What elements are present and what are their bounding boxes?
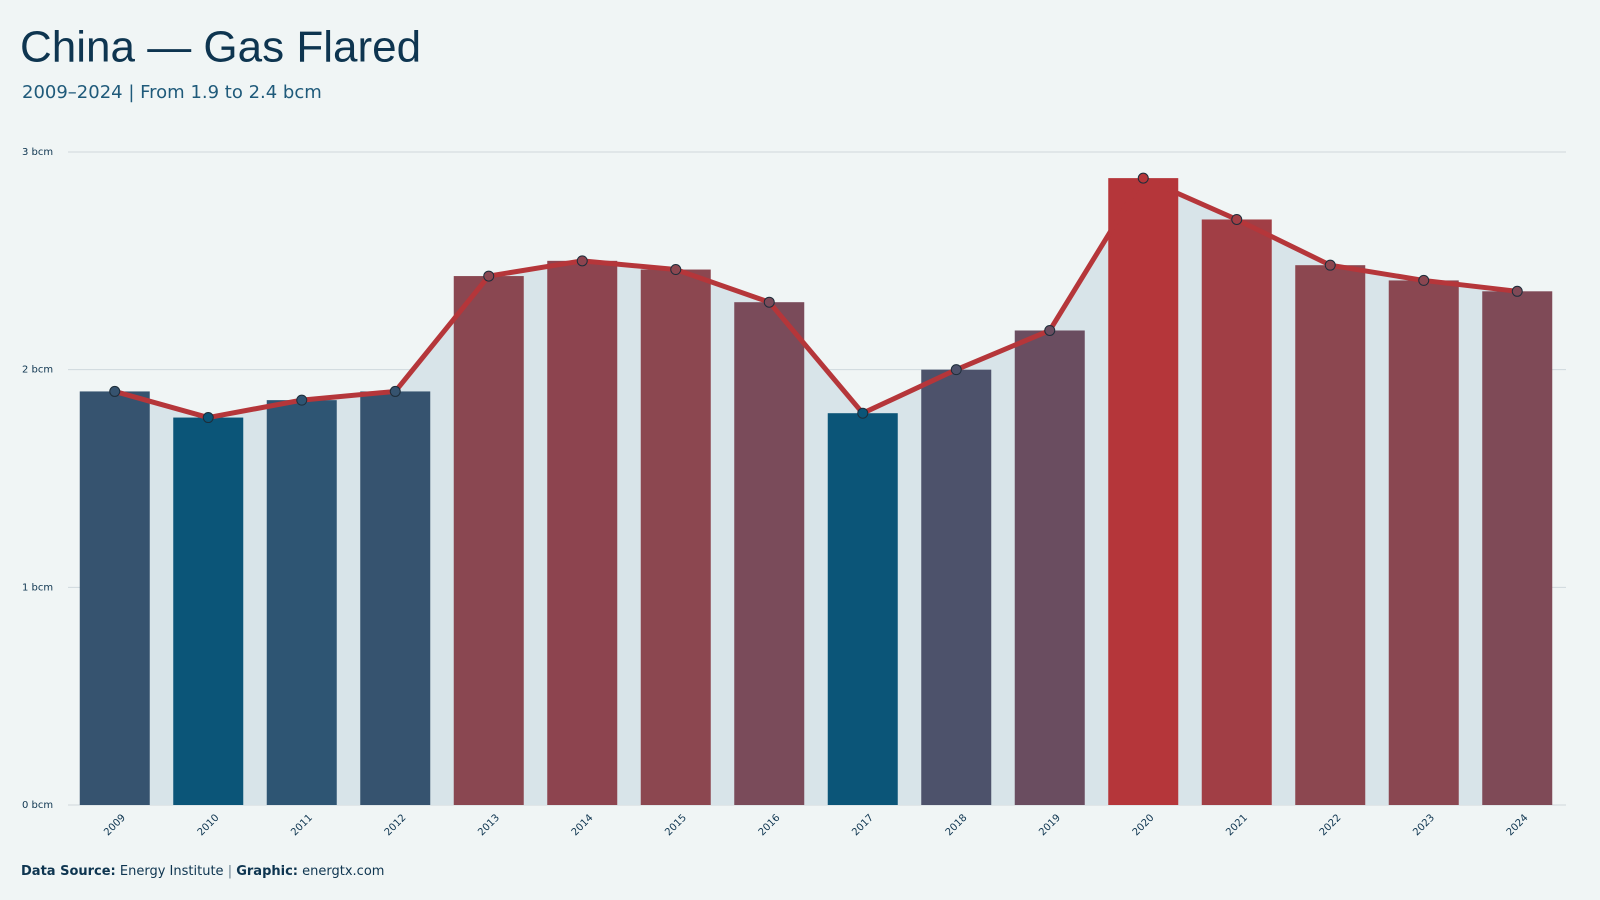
bar: [827, 413, 898, 805]
bar: [1295, 265, 1366, 806]
bar: [1108, 178, 1179, 805]
bar: [266, 400, 337, 805]
marker: [389, 385, 401, 397]
bar: [1014, 330, 1085, 805]
graphic: energtx.com: [302, 864, 384, 879]
y-tick-label: 2 bcm: [22, 365, 53, 376]
bar: [734, 302, 805, 805]
bar: [921, 369, 992, 805]
separator: |: [228, 864, 232, 879]
marker: [576, 255, 588, 267]
chart-subtitle: 2009–2024 | From 1.9 to 2.4 bcm: [22, 82, 322, 103]
y-tick-label: 1 bcm: [22, 582, 53, 593]
graphic-label: Graphic:: [236, 864, 298, 879]
marker: [109, 385, 121, 397]
y-tick-label: 3 bcm: [22, 147, 53, 158]
marker: [1418, 274, 1430, 286]
chart-title: China — Gas Flared: [20, 23, 421, 72]
footer: Data Source: Energy Institute | Graphic:…: [21, 864, 384, 879]
marker: [763, 296, 775, 308]
marker: [1137, 172, 1149, 184]
bar: [360, 391, 431, 805]
marker: [1044, 324, 1056, 336]
bar: [547, 260, 618, 805]
source: Energy Institute: [120, 864, 224, 879]
bar: [79, 391, 150, 805]
marker: [202, 412, 214, 424]
line: [114, 175, 1518, 421]
marker: [1324, 259, 1336, 271]
marker: [296, 394, 308, 406]
marker: [483, 270, 495, 282]
marker: [857, 407, 869, 419]
bar: [173, 417, 244, 805]
marker: [670, 264, 682, 276]
bar: [1388, 280, 1459, 805]
bar: [453, 276, 524, 805]
bar: [1482, 291, 1553, 806]
y-tick-label: 0 bcm: [22, 800, 53, 811]
marker: [1511, 285, 1523, 297]
marker: [950, 364, 962, 376]
bar: [640, 269, 711, 805]
bar: [1201, 219, 1272, 805]
source-label: Data Source:: [21, 864, 116, 879]
marker: [1231, 213, 1243, 225]
